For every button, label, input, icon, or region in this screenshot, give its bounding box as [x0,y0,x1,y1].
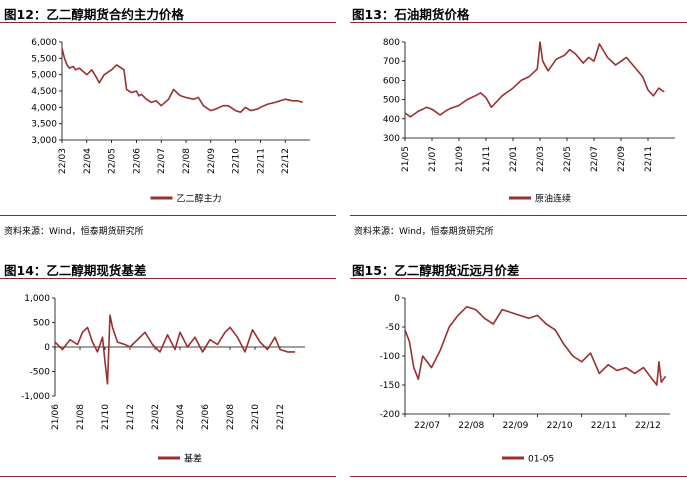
x-tick-label: 22/05 [563,146,573,172]
x-tick-label: 22/08 [182,148,192,174]
y-tick-label: 300 [383,134,400,144]
y-tick-label: 0 [394,294,400,304]
x-tick-label: 22/05 [108,148,118,174]
x-tick-label: 22/11 [591,421,617,431]
footer-rule-2 [350,215,687,216]
x-tick-label: 21/12 [126,404,136,430]
x-tick-label: 22/10 [251,404,261,430]
x-tick-label: 21/09 [455,146,465,172]
series-line [404,41,665,118]
x-tick-label: 21/07 [428,146,438,172]
y-tick-label: 3,500 [31,120,57,130]
x-tick-label: 22/09 [617,146,627,172]
x-tick-label: 21/10 [101,404,111,430]
x-tick-label: 22/12 [635,421,661,431]
y-tick-label: 5,500 [31,54,57,64]
x-tick-label: 22/10 [547,421,573,431]
panel-title-3: 图14：乙二醇期现货基差 [4,263,147,278]
x-tick-label: 22/12 [281,148,291,174]
x-tick-label: 22/06 [132,148,142,174]
x-tick-label: 21/05 [401,146,411,172]
x-tick-label: 22/08 [458,421,484,431]
y-tick-label: -500 [30,368,51,378]
x-tick-label: 22/07 [157,148,167,174]
y-tick-label: -1,000 [21,392,50,402]
x-tick-label: 21/08 [76,404,86,430]
x-tick-label: 22/11 [644,146,654,172]
x-tick-label: 22/06 [201,404,211,430]
y-tick-label: -100 [380,352,401,362]
x-tick-label: 22/03 [536,146,546,172]
title-rule-3 [0,278,336,279]
y-tick-label: 500 [33,319,50,329]
chart-4: 0 -50 -100 -150 -200 22/07 22/08 22/09 22/10 22/1… [380,294,670,465]
y-tick-label: -50 [385,323,400,333]
series-line [61,48,303,113]
chart-2: 300 400 500 600 700 800 21/05 21/07 21/09 21/11 22… [383,38,675,205]
y-tick-label: 4,500 [31,87,57,97]
x-tick-label: 22/12 [276,404,286,430]
y-tick-label: -150 [380,381,401,391]
y-tick-label: 1,000 [24,294,50,304]
x-tick-label: 22/10 [232,148,242,174]
x-tick-label: 22/07 [414,421,440,431]
x-tick-label: 21/11 [482,146,492,172]
title-rule-1 [0,22,336,23]
chart-1: 3,000 3,500 4,000 4,500 5,000 5,500 6,000 22/03… [31,38,310,205]
legend-label: 乙二醇主力 [177,193,222,205]
x-tick-label: 21/06 [51,404,61,430]
y-tick-label: 4,000 [31,103,57,113]
x-tick-label: 22/04 [176,404,186,430]
source-note-1: 资料来源：Wind，恒泰期货研究所 [4,227,144,237]
y-tick-label: 500 [383,96,400,106]
y-tick-label: 400 [383,115,400,125]
x-tick-label: 22/04 [83,148,93,174]
panel-title-4: 图15：乙二醇期货近远月价差 [352,263,520,278]
x-tick-label: 22/08 [226,404,236,430]
x-tick-label: 22/01 [509,146,519,172]
source-note-2: 资料来源：Wind，恒泰期货研究所 [354,227,494,237]
panel-title-1: 图12：乙二醇期货合约主力价格 [4,7,184,22]
y-tick-label: -200 [380,410,401,420]
x-tick-label: 22/03 [58,148,68,174]
chart-3: -1,000 -500 0 500 1,000 21/06 21/08 21/10 21/12 2… [21,294,305,465]
legend-label: 基差 [184,453,202,465]
panel-title-2: 图13：石油期货价格 [352,7,470,22]
footer-rule-4 [350,476,687,477]
y-tick-label: 600 [383,76,400,86]
y-tick-label: 0 [44,343,50,353]
title-rule-4 [350,278,687,279]
y-tick-label: 700 [383,57,400,67]
legend-label: 01-05 [528,455,554,465]
footer-rule-3 [0,476,336,477]
series-line [54,314,295,385]
footer-rule-1 [0,215,336,216]
y-tick-label: 3,000 [31,136,57,146]
x-tick-label: 22/07 [590,146,600,172]
y-tick-label: 6,000 [31,38,57,48]
x-tick-label: 22/09 [502,421,528,431]
y-tick-label: 800 [383,38,400,48]
x-tick-label: 22/11 [256,148,266,174]
x-tick-label: 22/09 [207,148,217,174]
legend-label: 原油连续 [535,193,571,205]
title-rule-2 [350,22,687,23]
y-tick-label: 5,000 [31,71,57,81]
x-tick-label: 22/02 [151,404,161,430]
series-line [404,305,667,386]
